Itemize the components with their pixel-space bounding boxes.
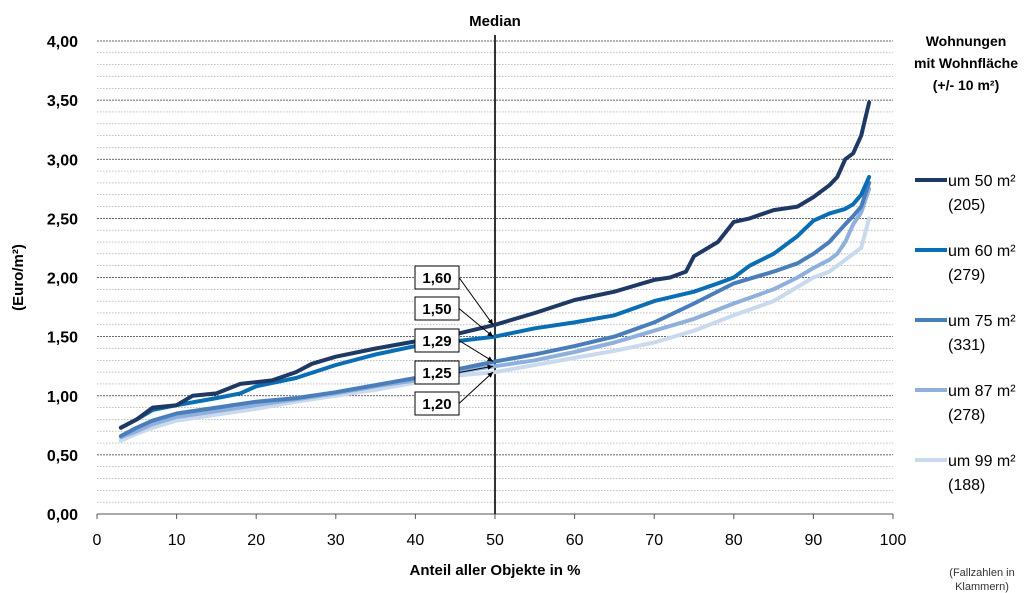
- median-marker: Median: [469, 13, 521, 514]
- legend-series-name: um 60 m²: [948, 243, 1016, 260]
- series-line: [118, 180, 872, 438]
- legend-series-count: (278): [948, 407, 985, 424]
- annotation-label: 1,29: [422, 333, 451, 350]
- x-tick-label: 50: [486, 532, 504, 549]
- series-lines: [118, 100, 872, 443]
- series-line: [118, 186, 872, 440]
- x-tick-label: 20: [247, 532, 265, 549]
- x-axis-tick-labels: 0 10 20 30 40 50 60 70 80 90 100: [93, 532, 907, 549]
- annotation-arrowhead: [487, 372, 493, 378]
- chart-title: Median: [469, 13, 521, 30]
- annotation-arrowhead: [487, 364, 493, 370]
- x-tick-label: 60: [566, 532, 584, 549]
- x-tick-label: 90: [805, 532, 823, 549]
- legend-series-name: um 99 m²: [948, 453, 1016, 470]
- annotation-arrow: [458, 308, 494, 338]
- y-tick-label: 0,00: [47, 507, 78, 524]
- annotation-label: 1,50: [422, 301, 451, 318]
- annotation-label: 1,20: [422, 396, 451, 413]
- y-tick-label: 2,50: [47, 211, 78, 228]
- x-tick-label: 10: [168, 532, 186, 549]
- series-line: [118, 100, 872, 430]
- x-tick-label: 30: [327, 532, 345, 549]
- annotation-arrow: [458, 277, 494, 326]
- series-line: [118, 216, 872, 443]
- annotation-arrowhead: [487, 318, 493, 325]
- x-tick-label: 70: [645, 532, 663, 549]
- legend-items: um 50 m² (205) um 60 m² (279) um 75 m² (331) u…: [915, 173, 1016, 494]
- y-axis-label: (Euro/m²): [10, 244, 27, 311]
- axes: [96, 513, 894, 519]
- annotation-label: 1,60: [422, 270, 451, 287]
- annotation-label: 1,25: [422, 365, 451, 382]
- legend-series-name: um 75 m²: [948, 313, 1016, 330]
- y-tick-label: 4,00: [47, 34, 78, 51]
- x-tick-label: 0: [93, 532, 102, 549]
- legend-title: Wohnungen mit Wohnfläche (+/- 10 m²): [914, 33, 1018, 93]
- legend-series-count: (331): [948, 337, 985, 354]
- y-tick-label: 3,50: [47, 93, 78, 110]
- legend-title-line: (+/- 10 m²): [933, 77, 1000, 93]
- legend-series-name: um 87 m²: [948, 383, 1016, 400]
- annotation-arrowhead: [487, 356, 493, 362]
- legend-title-line: Wohnungen: [926, 33, 1007, 49]
- legend-series-count: (188): [948, 477, 985, 494]
- annotation-arrow: [458, 365, 494, 373]
- y-axis-tick-labels: 0,00 0,50 1,00 1,50 2,00 2,50 3,00 3,50 4,00: [47, 34, 78, 524]
- legend-series-count: (279): [948, 267, 985, 284]
- median-value-annotations: 1,60 1,50 1,29 1,25 1,20: [414, 265, 494, 416]
- y-tick-label: 1,50: [47, 330, 78, 347]
- y-tick-label: 3,00: [47, 152, 78, 169]
- x-tick-label: 100: [880, 532, 907, 549]
- series-line: [118, 175, 872, 430]
- legend-series-name: um 50 m²: [948, 173, 1016, 190]
- x-axis-label: Anteil aller Objekte in %: [410, 562, 581, 579]
- annotation-arrowhead: [487, 331, 493, 337]
- legend-title-line: mit Wohnfläche: [914, 55, 1018, 71]
- y-tick-label: 1,00: [47, 389, 78, 406]
- legend: Wohnungen mit Wohnfläche (+/- 10 m²) um 50…: [914, 33, 1018, 593]
- y-tick-label: 2,00: [47, 271, 78, 288]
- legend-note: (Fallzahlen in Klammern): [949, 567, 1014, 593]
- minor-gridlines: [97, 52, 893, 503]
- x-tick-label: 80: [725, 532, 743, 549]
- y-tick-label: 0,50: [47, 448, 78, 465]
- legend-note-line: Klammern): [955, 581, 1009, 593]
- annotation-arrow: [458, 371, 494, 404]
- legend-note-line: (Fallzahlen in: [949, 567, 1014, 579]
- legend-series-count: (205): [948, 197, 985, 214]
- annotation-arrow: [458, 340, 494, 362]
- x-tick-label: 40: [407, 532, 425, 549]
